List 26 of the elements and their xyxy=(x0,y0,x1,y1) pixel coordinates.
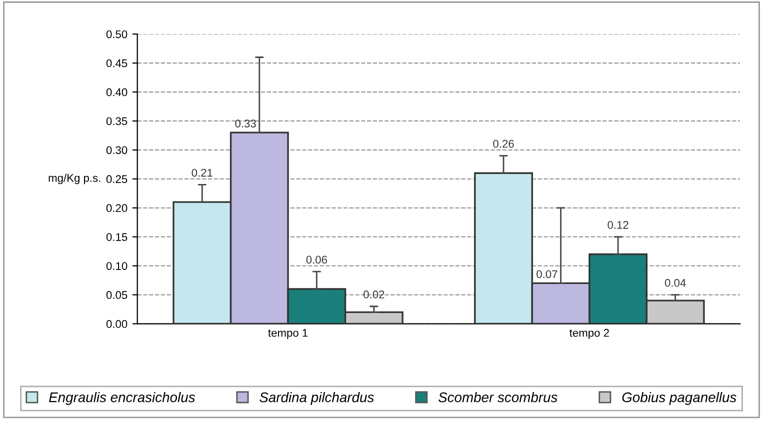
data-label: 0.12 xyxy=(608,221,628,229)
y-tick-label: 0.40 xyxy=(106,88,128,96)
data-label: 0.26 xyxy=(493,140,514,148)
data-label: 0.07 xyxy=(536,270,558,278)
x-tick-label: tempo 2 xyxy=(570,328,609,339)
data-label: 0.02 xyxy=(364,290,384,298)
y-tick-label: 0.25 xyxy=(106,175,128,184)
y-tick-label: 0.10 xyxy=(106,262,128,270)
data-label: 0.04 xyxy=(664,278,686,287)
legend-label: Gobius paganellus xyxy=(622,392,736,405)
data-label: 0.06 xyxy=(306,256,327,264)
y-tick-label: 0.35 xyxy=(106,117,128,126)
y-tick-label: 0.50 xyxy=(106,30,128,38)
y-axis-title: mg/Kg p.s. xyxy=(48,174,100,184)
legend-label: Scomber scombrus xyxy=(438,392,558,402)
x-tick-label: tempo 1 xyxy=(268,329,308,339)
legend-label: Sardina pilchardus xyxy=(260,392,374,405)
data-label: 0.21 xyxy=(192,168,212,177)
y-tick-label: 0.15 xyxy=(106,233,128,241)
data-label: 0.33 xyxy=(235,120,256,128)
y-tick-label: 0.20 xyxy=(106,204,128,212)
legend-label: Engraulis encrasicholus xyxy=(49,392,195,405)
y-tick-label: 0.00 xyxy=(106,320,128,328)
y-tick-label: 0.05 xyxy=(106,291,128,299)
y-tick-label: 0.45 xyxy=(106,59,128,68)
y-tick-label: 0.30 xyxy=(106,146,128,154)
